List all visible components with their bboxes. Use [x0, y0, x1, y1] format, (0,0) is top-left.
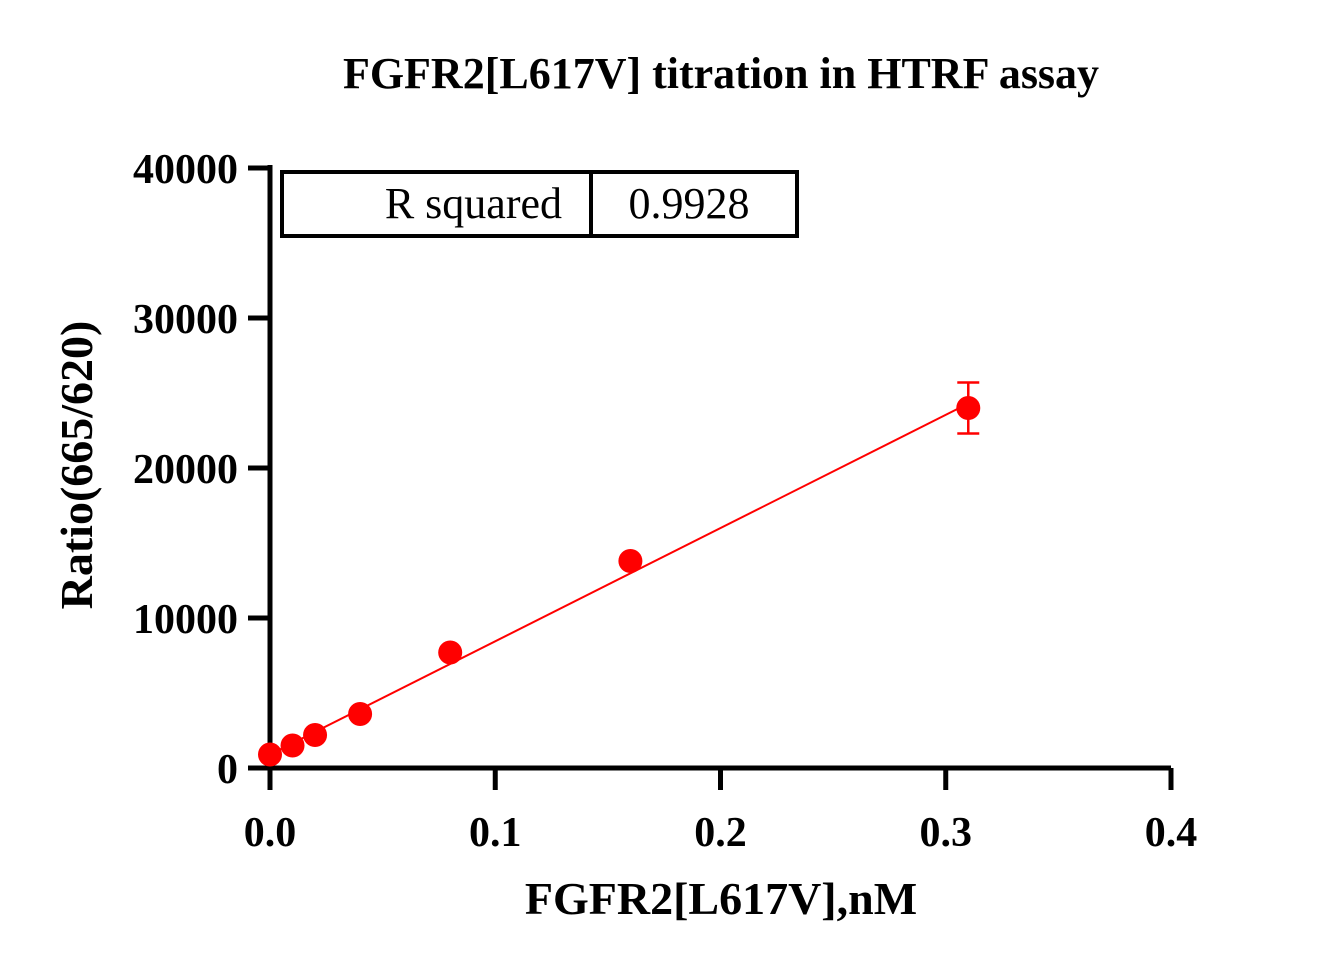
y-tick-label: 0 [217, 747, 238, 793]
y-tick-label: 40000 [133, 147, 238, 193]
data-points [258, 381, 981, 767]
x-tick-label: 0.4 [1145, 810, 1198, 856]
stats-table-value: 0.9928 [629, 179, 750, 228]
data-point [956, 396, 981, 420]
y-tick-label: 10000 [133, 597, 238, 643]
fit-line [269, 402, 969, 756]
stats-table-label: R squared [385, 179, 562, 228]
y-tick-label: 30000 [133, 297, 238, 343]
x-tick-label: 0.2 [694, 810, 747, 856]
data-point [303, 723, 328, 747]
x-axis-label: FGFR2[L617V],nM [525, 873, 917, 924]
x-tick-label: 0.0 [244, 810, 297, 856]
x-ticks: 0.0 0.1 0.2 0.3 0.4 [244, 768, 1198, 856]
stats-table: R squared 0.9928 [280, 170, 799, 238]
y-axis-label: Ratio(665/620) [51, 321, 102, 610]
x-tick-label: 0.3 [920, 810, 973, 856]
data-point [280, 733, 305, 758]
chart-title: FGFR2[L617V] titration in HTRF assay [343, 49, 1099, 98]
data-point [618, 549, 643, 573]
x-tick-label: 0.1 [469, 810, 522, 856]
data-point [258, 742, 282, 767]
data-point [348, 702, 373, 726]
data-point [438, 640, 463, 665]
y-ticks: 0 10000 20000 30000 40000 [133, 147, 270, 793]
y-tick-label: 20000 [133, 447, 238, 493]
stats-table-border [280, 170, 799, 238]
